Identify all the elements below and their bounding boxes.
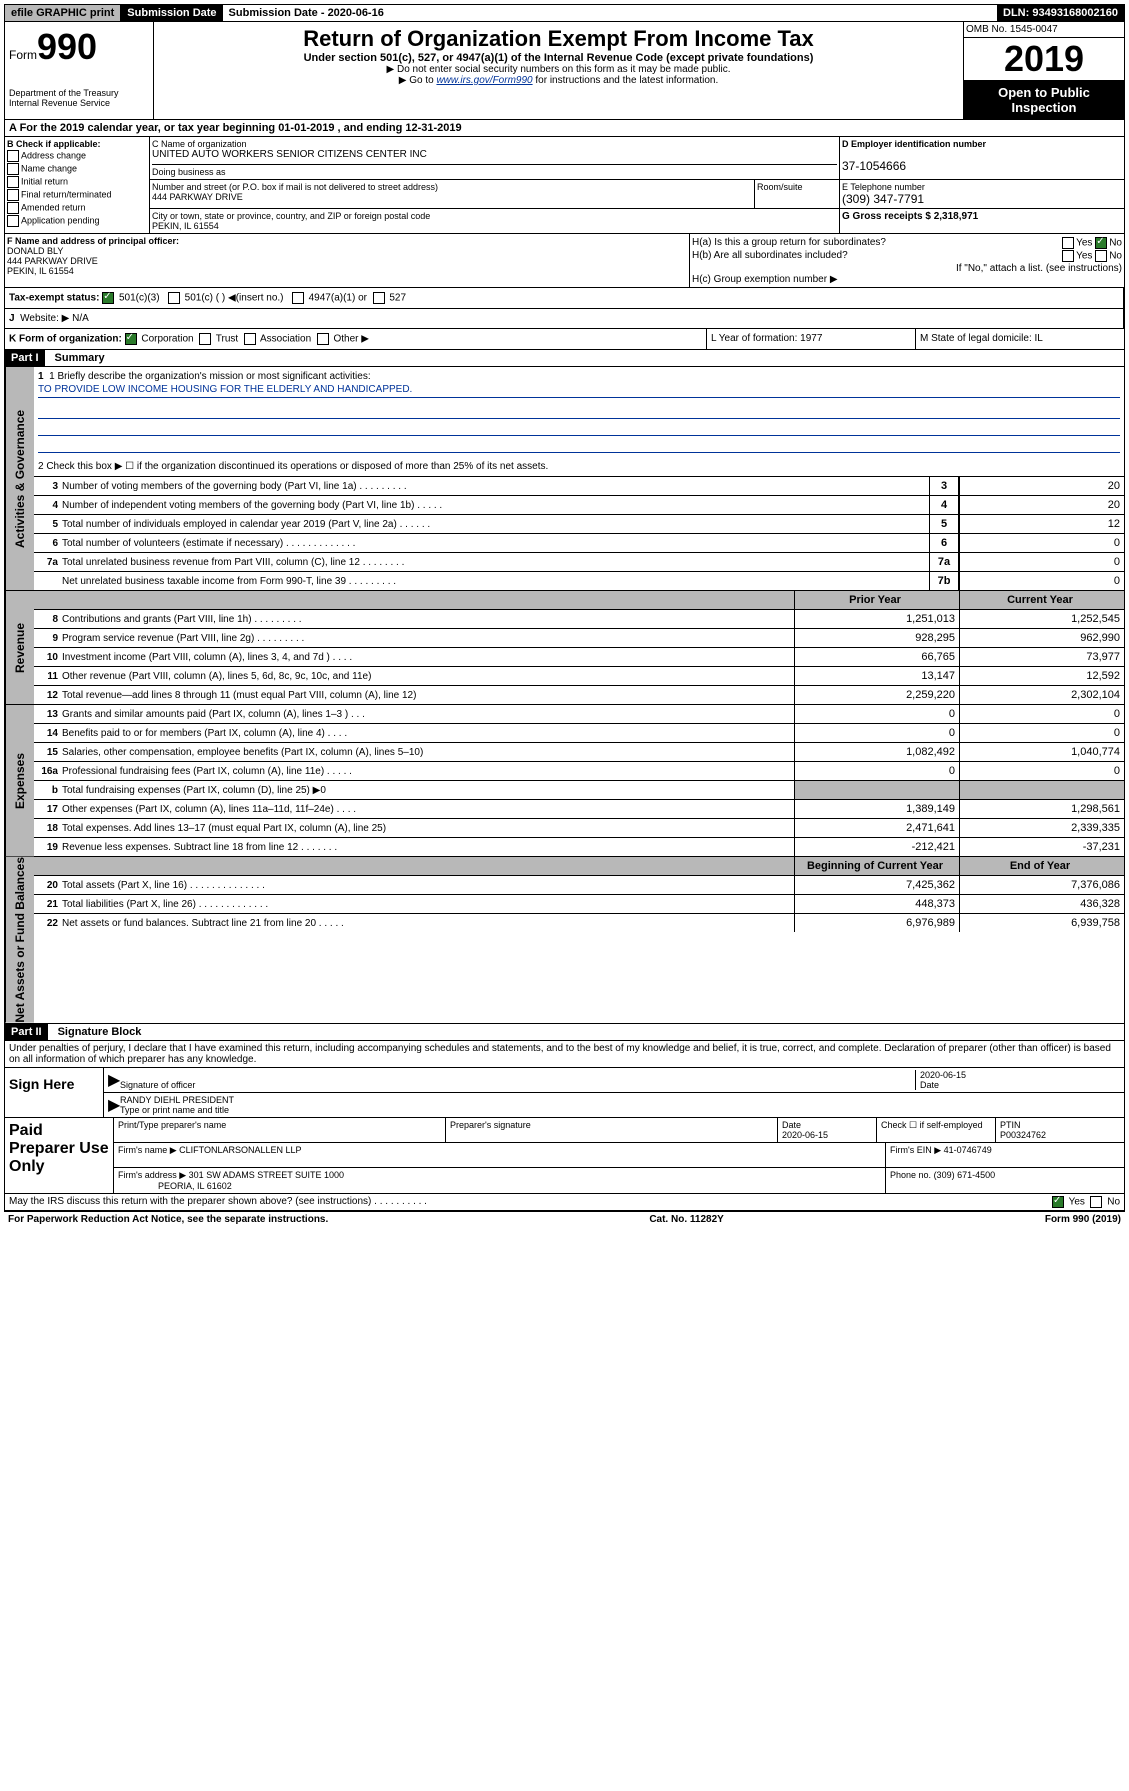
omb-number: OMB No. 1545-0047 [964, 22, 1124, 38]
chk-pending[interactable]: Application pending [7, 215, 147, 227]
chk-final-return[interactable]: Final return/terminated [7, 189, 147, 201]
prior-year-header: Prior Year [794, 591, 959, 609]
current-year-header: Current Year [959, 591, 1124, 609]
form-of-org: K Form of organization: Corporation Trus… [5, 329, 706, 349]
org-name: UNITED AUTO WORKERS SENIOR CITIZENS CENT… [152, 149, 427, 160]
table-row: 16aProfessional fundraising fees (Part I… [34, 762, 1124, 781]
year-formation: L Year of formation: 1977 [706, 329, 915, 349]
table-row: 13Grants and similar amounts paid (Part … [34, 705, 1124, 724]
ptin-value: P00324762 [1000, 1130, 1046, 1140]
table-row: 9Program service revenue (Part VIII, lin… [34, 629, 1124, 648]
firm-ein: 41-0746749 [944, 1145, 992, 1155]
table-row: 10Investment income (Part VIII, column (… [34, 648, 1124, 667]
chk-amended[interactable]: Amended return [7, 202, 147, 214]
part2-label: Part II [5, 1024, 48, 1040]
table-row: 19Revenue less expenses. Subtract line 1… [34, 838, 1124, 856]
submission-date: Submission Date - 2020-06-16 [223, 5, 390, 21]
warn-link: ▶ Go to www.irs.gov/Form990 for instruct… [158, 75, 959, 86]
telephone-value: (309) 347-7791 [842, 192, 924, 206]
table-row: 21Total liabilities (Part X, line 26) . … [34, 895, 1124, 914]
table-row: 5Total number of individuals employed in… [34, 515, 1124, 534]
discontinued-question: 2 Check this box ▶ ☐ if the organization… [38, 461, 1120, 472]
tax-year: 2019 [964, 38, 1124, 81]
dln-label: DLN: 93493168002160 [997, 5, 1124, 21]
end-year-header: End of Year [959, 857, 1124, 875]
table-row: 14Benefits paid to or for members (Part … [34, 724, 1124, 743]
table-row: 7aTotal unrelated business revenue from … [34, 553, 1124, 572]
sign-here-label: Sign Here [5, 1068, 104, 1117]
vtab-revenue: Revenue [5, 591, 34, 704]
paid-preparer-label: Paid Preparer Use Only [5, 1118, 114, 1193]
firm-name: CLIFTONLARSONALLEN LLP [179, 1145, 301, 1155]
table-row: 15Salaries, other compensation, employee… [34, 743, 1124, 762]
vtab-governance: Activities & Governance [5, 367, 34, 590]
open-inspection: Open to Public Inspection [964, 81, 1124, 119]
table-row: 20Total assets (Part X, line 16) . . . .… [34, 876, 1124, 895]
state-domicile: M State of legal domicile: IL [915, 329, 1124, 349]
table-row: 6Total number of volunteers (estimate if… [34, 534, 1124, 553]
ein-cell: D Employer identification number 37-1054… [839, 137, 1124, 179]
submission-label: Submission Date [121, 5, 222, 21]
address-cell: Number and street (or P.O. box if mail i… [150, 180, 754, 208]
website-row: J Website: ▶ N/A [5, 309, 1124, 328]
footer-left: For Paperwork Reduction Act Notice, see … [8, 1214, 328, 1225]
city-cell: City or town, state or province, country… [150, 209, 839, 233]
form-subtitle: Under section 501(c), 527, or 4947(a)(1)… [158, 52, 959, 64]
table-row: bTotal fundraising expenses (Part IX, co… [34, 781, 1124, 800]
mission-text: TO PROVIDE LOW INCOME HOUSING FOR THE EL… [38, 382, 1120, 398]
perjury-text: Under penalties of perjury, I declare th… [5, 1041, 1124, 1067]
chk-address-change[interactable]: Address change [7, 150, 147, 162]
table-row: 17Other expenses (Part IX, column (A), l… [34, 800, 1124, 819]
part1-title: Summary [45, 352, 105, 364]
table-row: 12Total revenue—add lines 8 through 11 (… [34, 686, 1124, 704]
table-row: Net unrelated business taxable income fr… [34, 572, 1124, 590]
form-990-number: 990 [37, 26, 97, 67]
group-return-cell: H(a) Is this a group return for subordin… [689, 234, 1124, 287]
footer-right: Form 990 (2019) [1045, 1214, 1121, 1225]
efile-button[interactable]: efile GRAPHIC print [5, 5, 121, 21]
table-row: 11Other revenue (Part VIII, column (A), … [34, 667, 1124, 686]
table-row: 4Number of independent voting members of… [34, 496, 1124, 515]
table-row: 22Net assets or fund balances. Subtract … [34, 914, 1124, 932]
form-number-cell: Form990 Department of the TreasuryIntern… [5, 22, 154, 119]
room-cell: Room/suite [754, 180, 839, 208]
firm-phone: (309) 671-4500 [934, 1170, 996, 1180]
discuss-question: May the IRS discuss this return with the… [9, 1196, 427, 1208]
form-prefix: Form [9, 48, 37, 62]
mission-question: 1 1 Briefly describe the organization's … [38, 371, 1120, 382]
telephone-cell: E Telephone number (309) 347-7791 [839, 180, 1124, 208]
footer-mid: Cat. No. 11282Y [649, 1214, 723, 1225]
vtab-expenses: Expenses [5, 705, 34, 856]
tax-exempt-status: Tax-exempt status: 501(c)(3) 501(c) ( ) … [5, 288, 1124, 308]
warn-ssn: ▶ Do not enter social security numbers o… [158, 64, 959, 75]
table-row: 3Number of voting members of the governi… [34, 477, 1124, 496]
officer-cell: F Name and address of principal officer:… [5, 234, 689, 287]
part1-label: Part I [5, 350, 45, 366]
officer-name: RANDY DIEHL PRESIDENT [120, 1095, 234, 1105]
begin-year-header: Beginning of Current Year [794, 857, 959, 875]
vtab-netassets: Net Assets or Fund Balances [5, 857, 34, 1023]
org-name-cell: C Name of organization UNITED AUTO WORKE… [150, 137, 839, 179]
part2-title: Signature Block [48, 1026, 142, 1038]
table-row: 18Total expenses. Add lines 13–17 (must … [34, 819, 1124, 838]
chk-initial-return[interactable]: Initial return [7, 176, 147, 188]
gross-receipts: G Gross receipts $ 2,318,971 [839, 209, 1124, 233]
row-a-period: A For the 2019 calendar year, or tax yea… [4, 120, 1125, 137]
col-b-checkboxes: B Check if applicable: Address change Na… [5, 137, 150, 233]
chk-name-change[interactable]: Name change [7, 163, 147, 175]
dept-label: Department of the TreasuryInternal Reven… [9, 88, 149, 108]
table-row: 8Contributions and grants (Part VIII, li… [34, 610, 1124, 629]
ein-value: 37-1054666 [842, 159, 906, 173]
form-title: Return of Organization Exempt From Incom… [158, 26, 959, 52]
irs-link[interactable]: www.irs.gov/Form990 [436, 75, 532, 86]
